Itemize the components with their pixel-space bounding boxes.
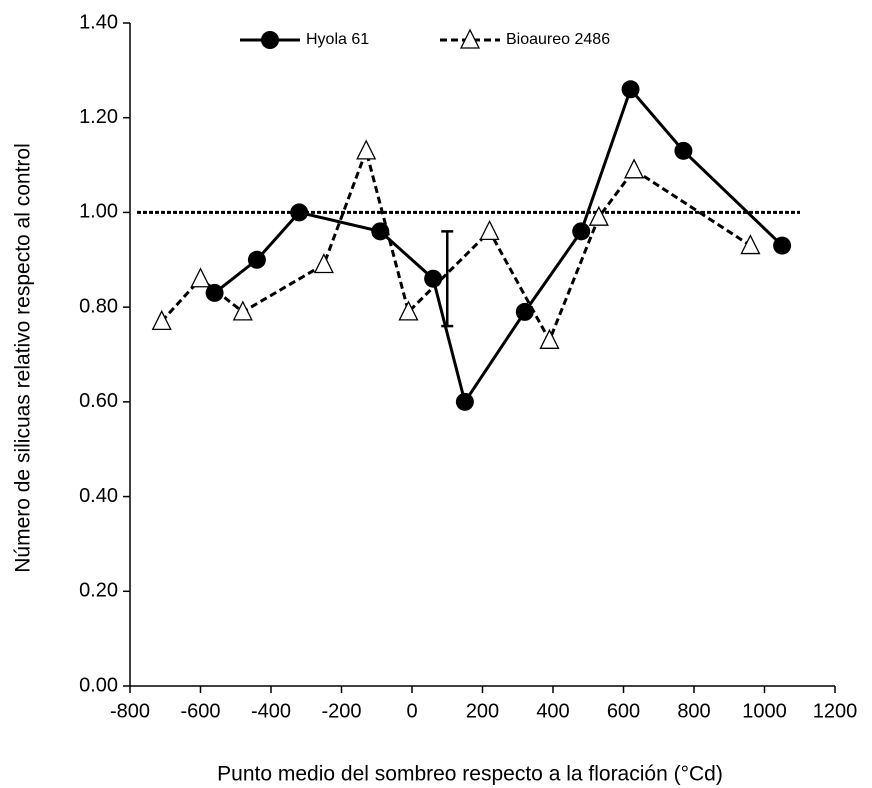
x-tick-label: -400 [251,700,291,722]
x-tick-label: -800 [110,700,150,722]
point [205,283,224,302]
point [479,219,500,241]
legend-label: Hyola 61 [306,31,369,48]
y-tick-label: 1.20 [79,106,118,128]
y-tick-label: 0.80 [79,295,118,317]
point [515,302,534,321]
point [539,328,560,349]
point [371,222,390,241]
x-tick-label: 0 [406,700,417,722]
point [151,309,172,331]
legend-label: Bioaureo 2486 [506,31,610,48]
series-line [160,145,752,344]
point [424,269,443,288]
point [674,141,693,160]
y-tick-label: 0.60 [79,390,118,412]
point [740,234,761,255]
point [398,300,419,321]
y-axis-title: Número de silicuas relativo respecto al … [12,143,35,573]
point [624,158,645,179]
x-tick-label: 800 [677,700,710,722]
x-tick-label: -200 [321,700,361,722]
y-tick-label: 1.40 [79,11,118,33]
point [290,203,309,222]
x-axis-title: Punto medio del sombreo respecto a la fl… [217,763,723,786]
point [190,267,211,288]
x-tick-label: 200 [466,700,499,722]
y-tick-label: 0.20 [79,580,118,602]
y-tick-label: 0.00 [79,674,118,696]
point [455,392,474,411]
point [621,80,640,99]
y-tick-label: 1.00 [79,201,118,223]
series-line [213,86,784,406]
point [232,300,253,321]
y-tick-label: 0.40 [79,485,118,507]
legend-marker [459,28,481,49]
point [572,222,591,241]
point [356,139,377,160]
x-tick-label: 400 [536,700,569,722]
x-tick-label: 1000 [742,700,787,722]
x-tick-label: 600 [607,700,640,722]
point [247,250,266,269]
x-tick-label: 1200 [813,700,858,722]
point [773,236,792,255]
x-tick-label: -600 [180,700,220,722]
point [313,253,334,274]
legend-marker [261,31,279,49]
point [588,205,609,226]
